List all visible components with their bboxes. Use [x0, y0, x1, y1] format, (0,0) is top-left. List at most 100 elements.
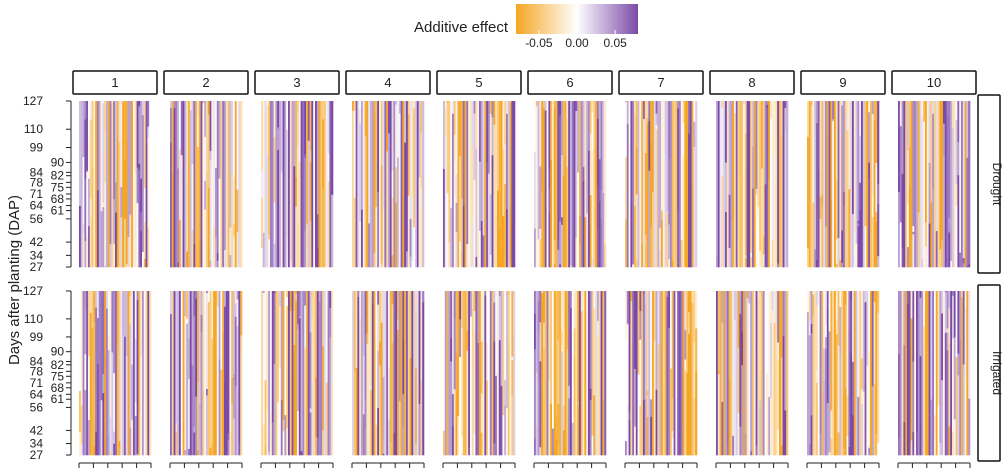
heatmap-cell [88, 138, 91, 179]
heatmap-cell [657, 291, 660, 346]
heatmap-cell [968, 101, 971, 217]
heatmap-cell [816, 260, 819, 268]
heatmap-cell [764, 291, 767, 456]
heatmap-cell [650, 141, 653, 154]
heatmap-cell [313, 101, 316, 268]
heatmap-cell [113, 291, 116, 374]
heatmap-cell [362, 355, 365, 415]
heatmap-cell [930, 399, 933, 456]
heatmap-cell [322, 291, 325, 347]
heatmap-cell [912, 101, 915, 227]
heatmap-cell [666, 212, 669, 268]
heatmap-cell [907, 204, 910, 248]
heatmap-cell [757, 206, 760, 218]
heatmap-cell [359, 318, 362, 456]
heatmap-cell [97, 190, 100, 268]
heatmap-cell [648, 101, 651, 122]
heatmap-cell [650, 291, 653, 400]
heatmap-cell [359, 291, 362, 319]
heatmap-cell [953, 419, 956, 456]
heatmap-cell [598, 291, 601, 456]
heatmap-cell [762, 291, 765, 456]
heatmap-cell [537, 300, 540, 335]
heatmap-cell [498, 291, 501, 297]
heatmap-cell [739, 426, 742, 456]
heatmap-cell [233, 101, 236, 178]
heatmap-cell [561, 345, 564, 352]
heatmap-cell [957, 375, 960, 456]
heatmap-cell [359, 109, 362, 124]
heatmap-cell [104, 132, 107, 184]
heatmap-cell [561, 331, 564, 346]
y-tick-label: 75 [51, 180, 65, 194]
heatmap-cell [377, 192, 380, 268]
heatmap-cell [397, 319, 400, 331]
heatmap-cell [752, 101, 755, 147]
heatmap-cell [209, 447, 212, 456]
heatmap-cell [810, 324, 813, 334]
heatmap-cell [462, 101, 465, 206]
heatmap-cell [923, 326, 926, 456]
heatmap-cell [852, 214, 855, 268]
heatmap-cell [509, 101, 512, 103]
heatmap-cell [95, 101, 98, 103]
heatmap-panel-4-drought [352, 101, 425, 268]
heatmap-cell [839, 354, 842, 456]
heatmap-cell [395, 291, 398, 445]
heatmap-cell [495, 375, 498, 456]
heatmap-cell [206, 389, 209, 396]
heatmap-cell [588, 101, 591, 152]
heatmap-cell [171, 173, 174, 205]
heatmap-cell [102, 291, 105, 375]
heatmap-cell [926, 248, 929, 268]
heatmap-cell [122, 158, 125, 203]
heatmap-cell [264, 380, 267, 382]
heatmap-cell [200, 314, 203, 333]
column-strip-label: 10 [927, 75, 941, 90]
heatmap-cell [926, 443, 929, 456]
heatmap-cell [107, 350, 110, 435]
heatmap-cell [100, 101, 103, 150]
heatmap-cell [839, 306, 842, 355]
heatmap-cell [406, 198, 409, 225]
heatmap-cell [770, 291, 773, 323]
heatmap-cell [814, 249, 817, 268]
heatmap-cell [632, 264, 635, 268]
heatmap-cell [466, 330, 469, 352]
heatmap-cell [875, 101, 878, 164]
heatmap-cell [671, 261, 674, 268]
heatmap-cell [852, 415, 855, 428]
heatmap-cell [109, 417, 112, 452]
heatmap-cell [329, 101, 332, 268]
y-tick-label: 61 [51, 204, 65, 218]
y-tick-label: 78 [30, 364, 44, 378]
heatmap-cell [95, 291, 98, 308]
heatmap-cell [207, 101, 210, 115]
heatmap-cell [564, 199, 567, 268]
heatmap-cell [921, 291, 924, 456]
heatmap-cell [557, 403, 560, 445]
heatmap-cell [932, 189, 935, 268]
heatmap-cell [816, 291, 819, 306]
heatmap-cell [104, 291, 107, 347]
heatmap-cell [659, 228, 662, 250]
heatmap-cell [370, 291, 373, 387]
heatmap-cell [543, 322, 546, 350]
heatmap-cell [307, 101, 310, 141]
heatmap-cell [964, 377, 967, 456]
heatmap-cell [493, 443, 496, 456]
heatmap-cell [415, 101, 418, 268]
heatmap-cell [291, 101, 294, 268]
heatmap-cell [113, 431, 116, 445]
heatmap-cell [202, 391, 205, 456]
heatmap-cell [88, 178, 91, 227]
heatmap-cell [82, 157, 85, 225]
heatmap-cell [297, 291, 300, 325]
heatmap-cell [197, 101, 200, 115]
heatmap-cell [507, 295, 510, 343]
heatmap-cell [295, 206, 298, 268]
heatmap-cell [495, 291, 498, 300]
heatmap-cell [325, 101, 328, 268]
heatmap-cell [309, 291, 312, 333]
heatmap-cell [184, 101, 187, 268]
